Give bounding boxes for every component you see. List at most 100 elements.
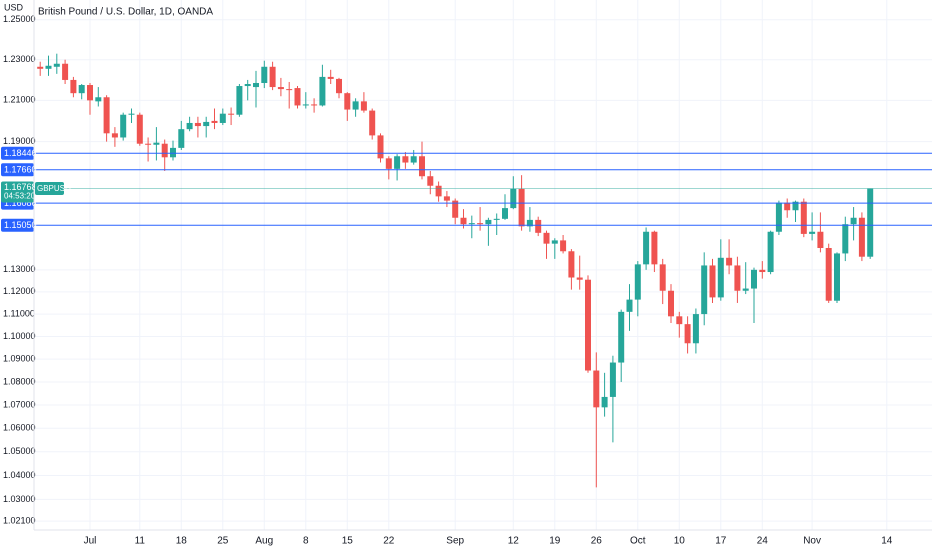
- candle-body: [402, 156, 409, 163]
- candle-body: [526, 219, 533, 227]
- candle-body: [45, 65, 52, 69]
- y-tick-label: 1.10000: [3, 331, 36, 341]
- candle-body: [443, 196, 450, 201]
- candle-body: [576, 277, 583, 280]
- x-tick-label: 17: [715, 536, 727, 547]
- countdown: 04:53:20: [4, 192, 36, 201]
- candle-body: [468, 223, 475, 225]
- current-price-badge: [1, 181, 34, 203]
- candle-body: [294, 88, 301, 106]
- candle-body: [211, 120, 218, 123]
- y-tick-label: 1.21000: [3, 95, 36, 105]
- symbol-label: GBPUSD: [37, 184, 71, 193]
- candle-body: [502, 208, 508, 219]
- candle-body: [311, 104, 318, 106]
- candle-body: [709, 265, 716, 298]
- candle-body: [369, 110, 376, 136]
- candle-body: [817, 231, 824, 248]
- candle-body: [161, 143, 168, 158]
- candle-body: [850, 217, 857, 225]
- candle-body: [493, 218, 500, 220]
- candle-body: [435, 185, 442, 197]
- x-tick-label: 22: [383, 536, 395, 547]
- candle-body: [543, 232, 550, 244]
- candle-body: [302, 104, 309, 106]
- candle-body: [717, 257, 724, 298]
- level-badge: [1, 163, 34, 177]
- level-label: 1.15050: [4, 220, 37, 230]
- x-tick-label: 24: [757, 536, 769, 547]
- candle-body: [809, 231, 816, 234]
- candle-body: [103, 97, 110, 134]
- chart-title: British Pound / U.S. Dollar, 1D, OANDA: [38, 7, 213, 18]
- candle-body: [460, 217, 467, 225]
- candle-body: [37, 66, 44, 69]
- y-tick-label: 1.06000: [3, 423, 36, 433]
- y-tick-label: 1.12000: [3, 286, 36, 296]
- candle-body: [834, 253, 840, 301]
- candle-body: [535, 219, 542, 233]
- x-tick-label: Oct: [630, 536, 646, 547]
- y-tick-label: 1.11000: [3, 308, 35, 318]
- candle-body: [726, 257, 733, 266]
- x-tick-label: 14: [881, 536, 893, 547]
- candle-body: [219, 113, 226, 123]
- level-label: 1.17660: [4, 165, 37, 175]
- candle-body: [194, 122, 201, 127]
- candle-body: [427, 176, 434, 186]
- y-tick-label: 1.08000: [3, 376, 36, 386]
- candle-body: [800, 201, 807, 234]
- y-tick-label: 1.13000: [3, 264, 36, 274]
- y-tick-label: 1.09000: [3, 354, 36, 364]
- candle-body: [170, 147, 176, 158]
- candle-body: [825, 247, 832, 301]
- y-tick-label: 1.02100: [3, 516, 36, 526]
- candles: [37, 53, 874, 488]
- candle-body: [601, 396, 608, 408]
- y-unit: USD: [4, 2, 24, 12]
- candle-body: [360, 101, 367, 111]
- candle-body: [352, 101, 359, 110]
- candle-body: [784, 202, 791, 211]
- grid: [34, 0, 932, 530]
- candle-body: [477, 223, 484, 225]
- candle-body: [70, 79, 77, 94]
- x-tick-label: Jul: [84, 536, 97, 547]
- candle-body: [419, 156, 425, 177]
- candle-body: [394, 156, 401, 169]
- candle-body: [327, 76, 334, 79]
- x-tick-label: 19: [549, 536, 561, 547]
- candle-body: [634, 264, 641, 300]
- candle-body: [767, 231, 774, 273]
- candle-body: [53, 63, 60, 67]
- candle-body: [452, 200, 459, 218]
- candle-body: [145, 143, 152, 145]
- candle-body: [792, 201, 799, 211]
- candle-body: [269, 66, 276, 88]
- y-tick-label: 1.03000: [3, 494, 36, 504]
- candle-body: [244, 84, 251, 87]
- x-tick-label: Aug: [255, 536, 273, 547]
- candle-body: [203, 121, 210, 127]
- candle-body: [286, 89, 293, 91]
- candle-body: [643, 231, 650, 265]
- candle-body: [609, 362, 616, 397]
- candle-body: [236, 86, 243, 115]
- candle-body: [668, 290, 674, 317]
- y-tick-label: 1.25000: [3, 14, 36, 24]
- candle-body: [344, 93, 351, 110]
- y-tick-label: 1.04000: [3, 470, 36, 480]
- candle-body: [676, 316, 683, 325]
- candle-body: [319, 76, 326, 106]
- candle-body: [62, 63, 69, 80]
- candle-body: [87, 85, 93, 101]
- candle-body: [593, 370, 600, 408]
- candle-body: [585, 279, 591, 371]
- candle-body: [78, 85, 85, 94]
- x-tick-label: 26: [591, 536, 603, 547]
- x-tick-label: 18: [176, 536, 188, 547]
- candle-body: [759, 269, 766, 273]
- candle-body: [186, 122, 193, 130]
